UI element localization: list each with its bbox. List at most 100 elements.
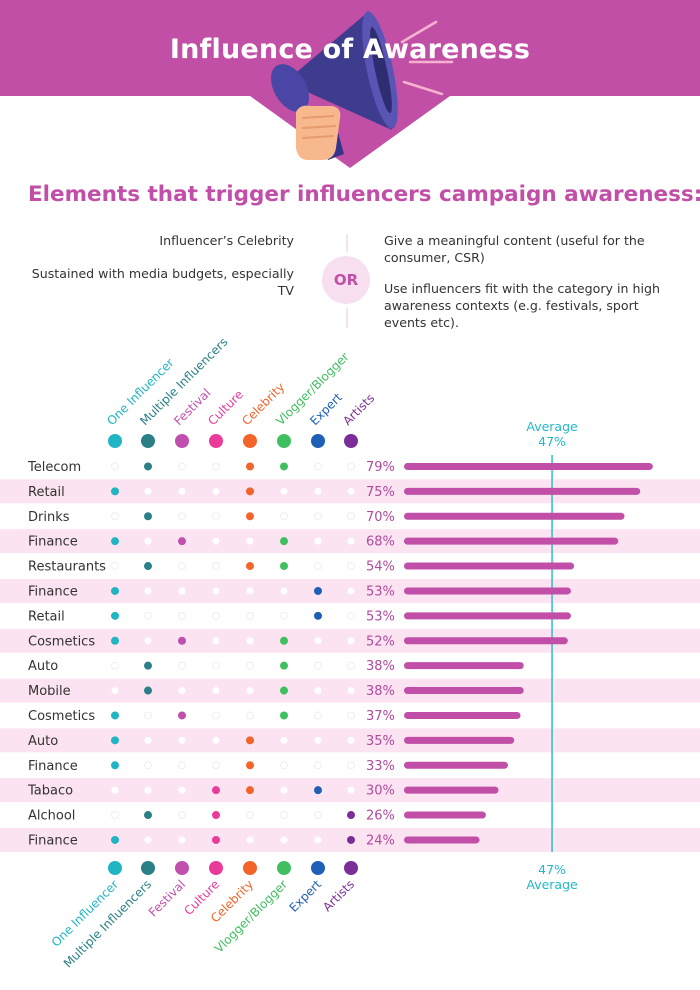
empty-dot xyxy=(212,736,220,744)
bar xyxy=(404,612,571,620)
header-banner xyxy=(0,0,700,168)
category-label: Finance xyxy=(28,535,78,550)
value-label: 53% xyxy=(366,584,395,599)
type-marker-dot xyxy=(178,711,186,720)
empty-dot xyxy=(178,661,186,670)
type-marker-dot xyxy=(212,811,220,820)
value-label: 75% xyxy=(366,485,395,500)
empty-dot xyxy=(246,587,254,595)
empty-dot xyxy=(246,687,254,695)
empty-dot xyxy=(144,611,152,620)
empty-dot xyxy=(347,761,355,770)
bar xyxy=(404,711,521,719)
bar xyxy=(404,761,508,769)
empty-dot xyxy=(314,512,322,521)
empty-dot xyxy=(178,811,186,820)
empty-dot xyxy=(280,836,288,844)
empty-dot xyxy=(178,587,186,595)
type-marker-dot xyxy=(246,562,254,571)
empty-dot xyxy=(280,811,288,820)
empty-dot xyxy=(280,786,288,794)
empty-dot xyxy=(347,661,355,670)
type-marker-dot xyxy=(246,786,254,795)
empty-dot xyxy=(314,736,322,744)
type-marker-dot xyxy=(212,786,220,795)
empty-dot xyxy=(314,487,322,495)
legend-dot-bottom xyxy=(175,861,189,875)
type-marker-dot xyxy=(178,636,186,645)
empty-dot xyxy=(347,637,355,645)
category-label: Finance xyxy=(28,584,78,599)
type-marker-dot xyxy=(111,586,119,595)
type-marker-dot xyxy=(246,761,254,770)
trigger-right-2: Use influencers fit with the category in… xyxy=(384,281,660,330)
legend-dot-top xyxy=(344,434,358,448)
type-marker-dot xyxy=(280,661,288,670)
category-label: Auto xyxy=(28,734,58,749)
empty-dot xyxy=(178,761,186,770)
type-marker-dot xyxy=(246,736,254,745)
category-label: Tabaco xyxy=(27,784,73,799)
empty-dot xyxy=(347,537,355,545)
empty-dot xyxy=(111,661,119,670)
empty-dot xyxy=(280,587,288,595)
type-marker-dot xyxy=(280,462,288,471)
value-label: 38% xyxy=(366,684,395,699)
average-label-top: Average xyxy=(526,419,578,434)
empty-dot xyxy=(280,611,288,620)
empty-dot xyxy=(347,736,355,744)
trigger-left-2: Sustained with media budgets, especially… xyxy=(31,266,294,298)
empty-dot xyxy=(314,687,322,695)
type-marker-dot xyxy=(111,761,119,770)
empty-dot xyxy=(144,836,152,844)
bar xyxy=(404,836,480,844)
type-marker-dot xyxy=(347,835,355,844)
empty-dot xyxy=(347,786,355,794)
category-label: Retail xyxy=(28,609,65,624)
value-label: 33% xyxy=(366,759,395,774)
empty-dot xyxy=(280,512,288,521)
value-label: 38% xyxy=(366,659,395,674)
legend-dot-top xyxy=(311,434,325,448)
bar xyxy=(404,587,571,595)
bar xyxy=(404,462,653,470)
type-marker-dot xyxy=(144,686,152,695)
empty-dot xyxy=(280,736,288,744)
trigger-left-1: Influencer’s Celebrity xyxy=(159,233,294,248)
empty-dot xyxy=(144,587,152,595)
type-marker-dot xyxy=(314,786,322,795)
type-marker-dot xyxy=(314,611,322,620)
legend-dot-top xyxy=(243,434,257,448)
legend-label-bottom: Festival xyxy=(146,877,188,919)
empty-dot xyxy=(178,786,186,794)
type-marker-dot xyxy=(144,512,152,521)
or-badge: OR xyxy=(322,256,370,304)
type-marker-dot xyxy=(178,537,186,546)
empty-dot xyxy=(347,611,355,620)
empty-dot xyxy=(212,661,220,670)
legend-dot-bottom xyxy=(108,861,122,875)
empty-dot xyxy=(111,562,119,571)
value-label: 37% xyxy=(366,709,395,724)
empty-dot xyxy=(314,811,322,820)
legend-dot-top xyxy=(175,434,189,448)
empty-dot xyxy=(314,562,322,571)
empty-dot xyxy=(212,611,220,620)
legend-label-bottom: Expert xyxy=(286,877,324,915)
empty-dot xyxy=(212,537,220,545)
category-label: Restaurants xyxy=(28,560,106,575)
legend-dot-bottom xyxy=(344,861,358,875)
value-label: 35% xyxy=(366,734,395,749)
type-marker-dot xyxy=(111,611,119,620)
empty-dot xyxy=(111,786,119,794)
empty-dot xyxy=(246,537,254,545)
page-title: Influence of Awareness xyxy=(169,34,531,65)
category-label: Finance xyxy=(28,833,78,848)
empty-dot xyxy=(178,611,186,620)
empty-dot xyxy=(212,462,220,471)
megaphone-icon xyxy=(271,11,454,160)
legend-label-top: Artists xyxy=(340,391,377,428)
empty-dot xyxy=(111,512,119,521)
category-label: Cosmetics xyxy=(28,634,95,649)
